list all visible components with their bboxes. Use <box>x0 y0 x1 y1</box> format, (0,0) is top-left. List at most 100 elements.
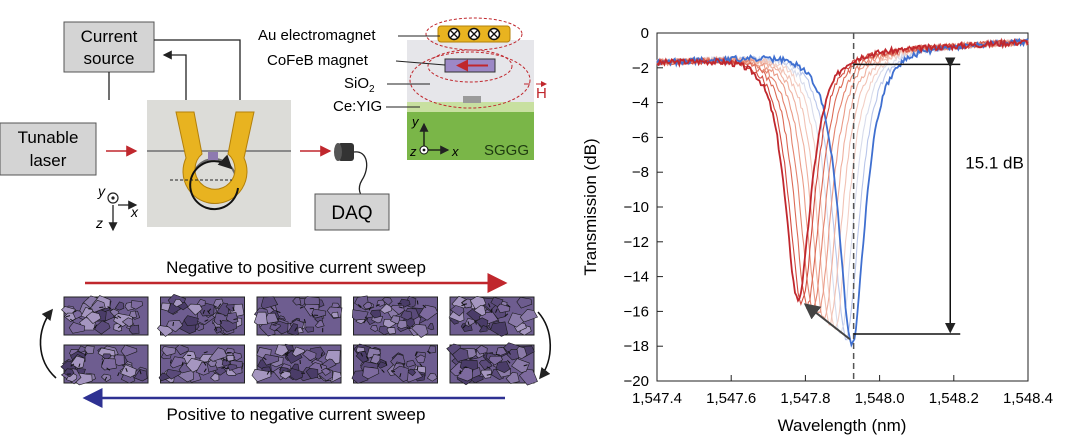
field-lines <box>409 17 531 109</box>
domain-arrow <box>504 313 509 317</box>
domain-arrow <box>117 324 122 329</box>
domain-image <box>448 295 538 337</box>
x-tick-label: 1,548.0 <box>855 390 905 407</box>
domain-image <box>251 343 342 384</box>
domain-arrow <box>398 306 403 309</box>
domain-arrow <box>88 308 93 310</box>
domain-grain <box>160 302 171 312</box>
domain-arrow <box>106 367 111 371</box>
domain-arrow <box>416 300 419 305</box>
domain-arrow <box>320 352 323 357</box>
domain-arrow <box>523 364 528 367</box>
sio2-label: SiO2 <box>344 75 375 95</box>
y-tick-label: −18 <box>624 338 649 355</box>
cross-section-inset: H y z x SGGG <box>407 17 547 160</box>
inset-axis-z: z <box>409 144 417 159</box>
domain-image <box>158 344 245 384</box>
x-tick-label: 1,547.6 <box>706 390 756 407</box>
domain-image <box>446 342 538 386</box>
domain-grain <box>386 327 396 335</box>
domain-grain <box>406 368 416 377</box>
domain-arrow <box>172 321 175 327</box>
tunable-laser-box: Tunable laser <box>0 122 97 176</box>
tunable-laser-label-2: laser <box>30 151 67 170</box>
domain-arrow <box>385 361 388 366</box>
domain-arrow <box>507 350 511 355</box>
domain-grain <box>370 325 379 332</box>
domain-grain <box>109 308 120 317</box>
domain-arrow <box>462 324 466 329</box>
domain-arrow <box>70 363 75 367</box>
domain-arrow <box>202 309 205 314</box>
domain-grain <box>120 344 138 357</box>
domain-grain <box>418 304 439 321</box>
domain-arrow <box>357 304 362 308</box>
axis-x-label: x <box>130 204 139 220</box>
domain-arrow <box>415 351 418 356</box>
domain-arrow <box>125 367 128 373</box>
current-source-label: Current <box>81 27 138 46</box>
domain-grain <box>93 320 111 335</box>
domain-arrow <box>299 306 304 309</box>
x-tick-label: 1,547.4 <box>632 390 682 407</box>
domain-grain <box>225 312 239 324</box>
domain-arrow <box>468 357 473 359</box>
domain-grain <box>161 346 176 357</box>
transmission-chart: 0−2−4−6−8−10−12−14−16−18−20 1,547.4 1,547… <box>581 25 1053 435</box>
domain-grain <box>166 319 184 333</box>
domain-arrow <box>104 376 108 381</box>
axis-y-label: y <box>97 183 106 199</box>
domain-grain <box>225 304 235 312</box>
daq-label: DAQ <box>331 203 372 224</box>
domain-arrow <box>303 318 306 324</box>
domain-grain <box>292 297 302 306</box>
domain-arrow <box>204 319 209 322</box>
extinction-annotation: 15.1 dB <box>803 57 1024 341</box>
cofeb-magnet-label: CoFeB magnet <box>267 52 369 69</box>
domain-grain <box>121 317 134 328</box>
domain-grain <box>129 310 137 319</box>
domain-grain <box>401 316 416 328</box>
domain-grain <box>170 356 187 369</box>
domain-arrow <box>207 308 212 313</box>
au-electromagnet-label: Au electromagnet <box>258 27 376 44</box>
domain-arrow <box>218 303 222 308</box>
domain-arrow <box>139 370 142 375</box>
domain-grain <box>89 299 106 313</box>
domain-grain <box>311 308 327 319</box>
domain-arrow <box>262 356 267 361</box>
domain-arrow <box>474 320 477 325</box>
domain-grain <box>495 346 508 357</box>
cofeb-pad <box>208 152 218 160</box>
domain-grain <box>100 358 117 371</box>
domain-grain <box>351 309 369 321</box>
domain-arrow <box>426 350 431 355</box>
domain-grain <box>63 368 75 378</box>
ceyig-label: Ce:YIG <box>333 98 382 115</box>
domain-arrow <box>203 361 207 366</box>
sggg-label: SGGG <box>484 142 529 159</box>
domain-grain <box>286 323 299 336</box>
current-wires <box>108 39 245 120</box>
domain-arrow <box>495 308 498 313</box>
domain-grain <box>480 369 492 379</box>
domain-grain <box>355 351 369 363</box>
domain-arrow <box>266 370 270 375</box>
domain-image <box>253 296 343 337</box>
domain-arrow <box>84 352 87 357</box>
domain-arrow <box>114 316 119 319</box>
y-tick-label: 0 <box>641 25 649 42</box>
y-tick-label: −2 <box>632 60 649 77</box>
domain-arrow <box>360 352 364 357</box>
domain-arrow <box>406 327 411 330</box>
y-axis-label: Transmission (dB) <box>581 138 600 275</box>
domain-arrow <box>459 370 462 375</box>
current-source-label-2: source <box>83 49 134 68</box>
domain-arrow <box>416 366 419 371</box>
domain-arrow <box>390 370 396 373</box>
y-tick-label: −20 <box>624 373 649 390</box>
y-tick-label: −4 <box>632 95 649 112</box>
domain-arrow <box>270 369 274 373</box>
y-tick-label: −12 <box>624 234 649 251</box>
